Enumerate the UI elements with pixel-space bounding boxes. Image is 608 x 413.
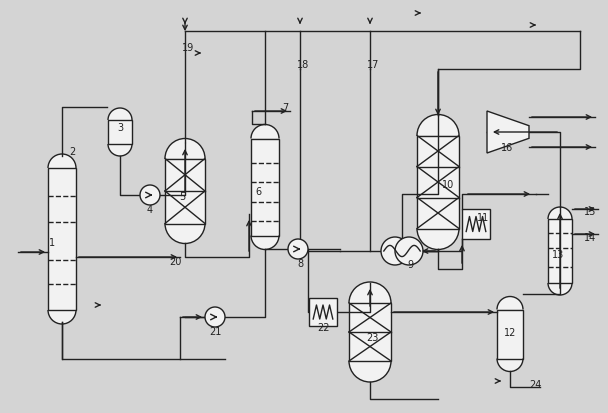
- Text: 14: 14: [584, 233, 596, 242]
- Text: 7: 7: [282, 103, 288, 113]
- Bar: [165, 159, 205, 224]
- Text: 13: 13: [552, 249, 564, 259]
- Text: 20: 20: [169, 256, 181, 266]
- Wedge shape: [165, 224, 205, 244]
- Text: 3: 3: [117, 123, 123, 133]
- Text: 2: 2: [69, 147, 75, 157]
- Wedge shape: [417, 229, 459, 250]
- Bar: [548, 219, 572, 283]
- Text: 4: 4: [147, 204, 153, 214]
- Circle shape: [381, 237, 409, 266]
- Text: 1: 1: [49, 237, 55, 247]
- Wedge shape: [349, 361, 391, 382]
- Wedge shape: [108, 109, 132, 121]
- Text: 9: 9: [407, 259, 413, 269]
- Bar: [497, 310, 523, 358]
- Wedge shape: [108, 145, 132, 157]
- Circle shape: [140, 185, 160, 206]
- Polygon shape: [487, 112, 529, 154]
- Wedge shape: [548, 283, 572, 295]
- Bar: [462, 209, 490, 240]
- Text: 15: 15: [584, 206, 596, 216]
- Text: 21: 21: [209, 326, 221, 336]
- Bar: [417, 136, 459, 229]
- Text: 23: 23: [366, 332, 378, 342]
- Text: 10: 10: [442, 180, 454, 190]
- Wedge shape: [497, 358, 523, 372]
- Bar: [251, 139, 279, 236]
- Wedge shape: [251, 125, 279, 139]
- Wedge shape: [48, 154, 76, 169]
- Wedge shape: [48, 310, 76, 324]
- Bar: [48, 169, 76, 310]
- Bar: [349, 303, 391, 361]
- Circle shape: [205, 307, 225, 327]
- Text: 18: 18: [297, 60, 309, 70]
- Bar: [309, 298, 337, 326]
- Text: 22: 22: [317, 322, 330, 332]
- Text: 19: 19: [182, 43, 194, 53]
- Bar: [108, 121, 132, 145]
- Text: 12: 12: [504, 327, 516, 337]
- Text: 16: 16: [501, 142, 513, 153]
- Wedge shape: [497, 297, 523, 310]
- Text: 24: 24: [529, 379, 541, 389]
- Text: 11: 11: [477, 212, 489, 223]
- Wedge shape: [349, 282, 391, 303]
- Text: 8: 8: [297, 259, 303, 268]
- Text: 17: 17: [367, 60, 379, 70]
- Circle shape: [288, 240, 308, 259]
- Wedge shape: [548, 207, 572, 219]
- Wedge shape: [165, 139, 205, 159]
- Wedge shape: [251, 236, 279, 250]
- Circle shape: [395, 237, 423, 266]
- Text: 5: 5: [179, 192, 185, 202]
- Wedge shape: [417, 115, 459, 136]
- Text: 6: 6: [255, 187, 261, 197]
